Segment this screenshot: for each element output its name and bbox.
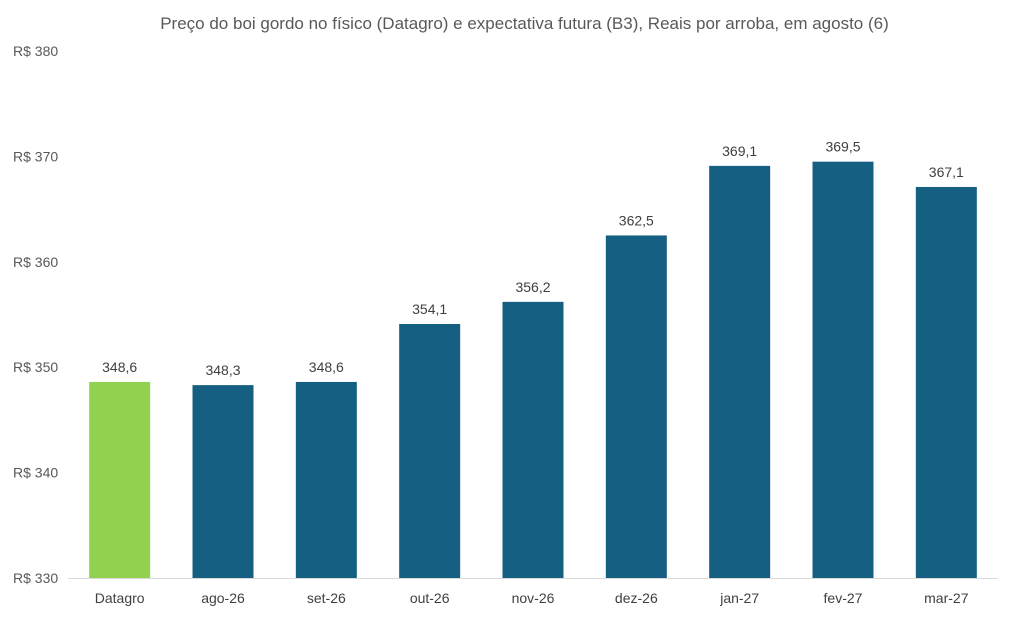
bar xyxy=(295,381,357,578)
x-tick-label: jan-27 xyxy=(719,590,759,606)
y-tick-label: R$ 370 xyxy=(13,148,58,164)
data-label: 348,3 xyxy=(205,362,240,378)
x-tick-label: Datagro xyxy=(95,590,145,606)
bar xyxy=(89,381,151,578)
data-label: 369,5 xyxy=(825,139,860,155)
y-tick-label: R$ 380 xyxy=(13,43,58,59)
data-label: 369,1 xyxy=(722,143,757,159)
x-tick-label: nov-26 xyxy=(512,590,555,606)
y-tick-label: R$ 340 xyxy=(13,465,58,481)
bar xyxy=(399,323,461,578)
bar xyxy=(915,186,977,578)
y-tick-label: R$ 330 xyxy=(13,570,58,586)
x-tick-label: dez-26 xyxy=(615,590,658,606)
chart-title: Preço do boi gordo no físico (Datagro) e… xyxy=(160,14,889,33)
data-label: 367,1 xyxy=(929,164,964,180)
bar xyxy=(709,165,771,579)
data-label: 348,6 xyxy=(309,359,344,375)
x-tick-label: mar-27 xyxy=(924,590,969,606)
data-label: 362,5 xyxy=(619,212,654,228)
bar xyxy=(502,301,564,578)
y-tick-label: R$ 360 xyxy=(13,254,58,270)
x-tick-label: fev-27 xyxy=(824,590,863,606)
bar xyxy=(605,235,667,578)
data-label: 348,6 xyxy=(102,359,137,375)
x-tick-label: set-26 xyxy=(307,590,346,606)
data-label: 354,1 xyxy=(412,301,447,317)
bar xyxy=(192,385,254,578)
bar xyxy=(812,161,874,579)
data-label: 356,2 xyxy=(515,279,550,295)
x-tick-label: out-26 xyxy=(410,590,450,606)
x-tick-label: ago-26 xyxy=(201,590,245,606)
y-tick-label: R$ 350 xyxy=(13,359,58,375)
